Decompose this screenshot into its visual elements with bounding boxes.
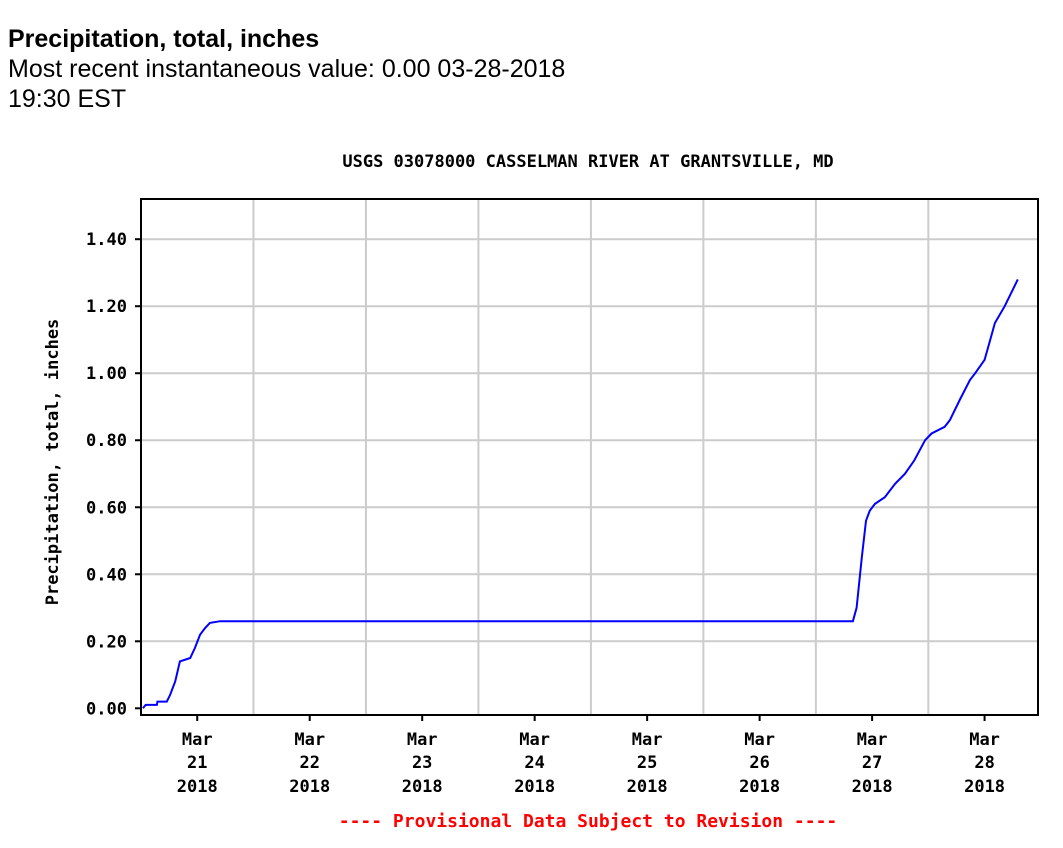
x-tick-year: 2018 (964, 777, 1005, 797)
x-tick-month: Mar (857, 730, 888, 750)
x-tick-day: 23 (412, 753, 432, 773)
y-tick-label: 0.80 (86, 431, 127, 451)
x-tick-year: 2018 (627, 777, 668, 797)
chart-title: USGS 03078000 CASSELMAN RIVER AT GRANTSV… (342, 152, 833, 172)
x-tick-day: 24 (524, 753, 544, 773)
x-tick-month: Mar (969, 730, 1000, 750)
x-tick-day: 27 (862, 753, 882, 773)
x-tick-year: 2018 (739, 777, 780, 797)
x-tick-month: Mar (519, 730, 550, 750)
x-tick-month: Mar (294, 730, 325, 750)
x-tick-year: 2018 (289, 777, 330, 797)
x-tick-month: Mar (182, 730, 213, 750)
parameter-title: Precipitation, total, inches (8, 25, 320, 53)
y-tick-label: 1.00 (86, 364, 127, 384)
x-tick-day: 21 (187, 753, 207, 773)
y-tick-label: 0.00 (86, 699, 127, 719)
x-tick-month: Mar (744, 730, 775, 750)
x-tick-year: 2018 (514, 777, 555, 797)
x-tick-day: 22 (299, 753, 319, 773)
recent-value: Most recent instantaneous value: 0.00 03… (8, 55, 566, 113)
y-tick-label: 0.40 (86, 565, 127, 585)
x-tick-month: Mar (632, 730, 663, 750)
x-tick-year: 2018 (402, 777, 443, 797)
provisional-footnote: ---- Provisional Data Subject to Revisio… (339, 811, 838, 832)
y-tick-label: 1.40 (86, 230, 127, 250)
x-tick-day: 25 (637, 753, 657, 773)
x-tick-day: 26 (749, 753, 769, 773)
header: Precipitation, total, inches Most recent… (8, 24, 628, 114)
y-tick-label: 1.20 (86, 297, 127, 317)
series-line (142, 278, 1019, 709)
y-axis-label: Precipitation, total, inches (43, 319, 63, 606)
x-tick-year: 2018 (177, 777, 218, 797)
y-tick-label: 0.60 (86, 498, 127, 518)
x-tick-month: Mar (407, 730, 438, 750)
y-tick-label: 0.20 (86, 632, 127, 652)
plot-frame (140, 198, 1039, 716)
x-tick-year: 2018 (852, 777, 893, 797)
x-tick-day: 28 (974, 753, 994, 773)
